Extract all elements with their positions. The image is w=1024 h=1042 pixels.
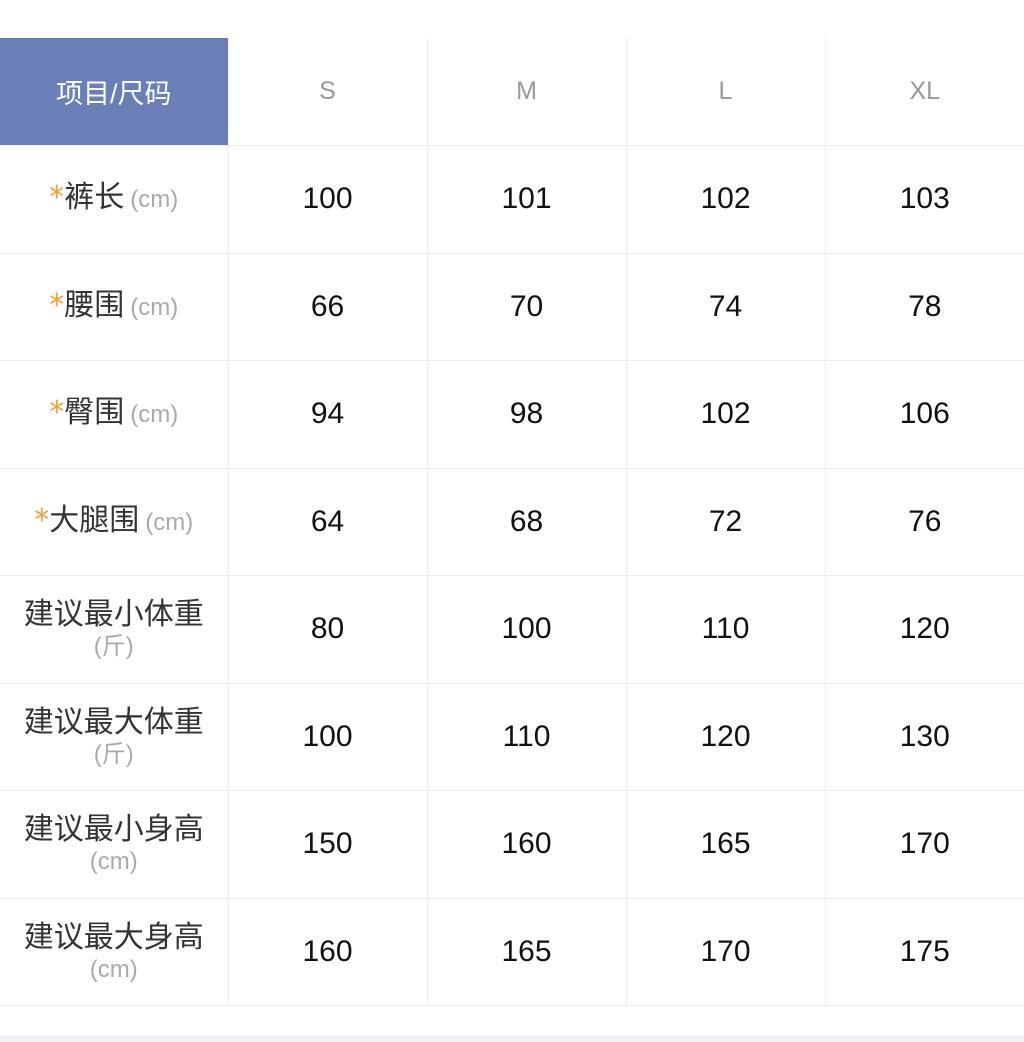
required-star: * xyxy=(49,287,65,323)
corner-header: 项目/尺码 xyxy=(0,38,228,146)
row-unit: (cm) xyxy=(89,848,138,876)
value-cell: 66 xyxy=(227,252,428,361)
value-cell: 165 xyxy=(625,790,826,899)
table-row: *腰围 (cm) 66 70 74 78 xyxy=(0,252,1024,361)
value-cell: 80 xyxy=(227,575,428,684)
required-star: * xyxy=(34,502,50,538)
row-label-text: 裤长 xyxy=(64,180,125,216)
row-unit: (斤) xyxy=(93,633,134,661)
table-row: 建议最大体重 (斤) 100 110 120 130 xyxy=(0,682,1024,791)
row-label-text: 大腿围 xyxy=(49,502,140,538)
size-chart-table: 项目/尺码 S M L XL *裤长 (cm) 100 101 102 103 *腰围 (cm… xyxy=(0,38,1024,1006)
value-cell: 110 xyxy=(426,682,627,791)
value-cell: 160 xyxy=(227,897,428,1006)
size-header-m: M xyxy=(426,38,627,146)
row-unit: (cm) xyxy=(145,508,194,536)
value-cell: 74 xyxy=(625,252,826,361)
value-cell: 101 xyxy=(426,145,627,254)
value-cell: 102 xyxy=(625,360,826,469)
header-row: 项目/尺码 S M L XL xyxy=(0,38,1024,146)
value-cell: 120 xyxy=(625,682,826,791)
value-cell: 68 xyxy=(426,467,627,576)
row-label-text: 建议最小体重 xyxy=(23,597,204,633)
value-cell: 94 xyxy=(227,360,428,469)
value-cell: 100 xyxy=(426,575,627,684)
value-cell: 98 xyxy=(426,360,627,469)
table-row: 建议最小身高 (cm) 150 160 165 170 xyxy=(0,790,1024,899)
footer-strip xyxy=(0,1035,1024,1042)
value-cell: 102 xyxy=(625,145,826,254)
value-cell: 165 xyxy=(426,897,627,1006)
value-cell: 100 xyxy=(227,145,428,254)
table-row: *大腿围 (cm) 64 68 72 76 xyxy=(0,467,1024,576)
size-header-xl: XL xyxy=(824,38,1024,146)
value-cell: 70 xyxy=(426,252,627,361)
value-cell: 110 xyxy=(625,575,826,684)
value-cell: 100 xyxy=(227,682,428,791)
value-cell: 130 xyxy=(824,682,1024,791)
size-header-l: L xyxy=(625,38,826,146)
value-cell: 120 xyxy=(824,575,1024,684)
table-row: *臀围 (cm) 94 98 102 106 xyxy=(0,360,1024,469)
row-label-text: 腰围 xyxy=(64,287,125,323)
row-label-text: 建议最大身高 xyxy=(23,919,204,955)
row-label-text: 建议最大体重 xyxy=(23,704,204,740)
row-unit: (cm) xyxy=(130,293,179,321)
value-cell: 72 xyxy=(625,467,826,576)
row-unit: (cm) xyxy=(89,955,138,983)
required-star: * xyxy=(49,180,65,216)
row-label: *裤长 (cm) xyxy=(0,145,229,254)
row-label: 建议最大体重 (斤) xyxy=(0,682,229,791)
row-label-text: 建议最小身高 xyxy=(23,812,204,848)
table-row: *裤长 (cm) 100 101 102 103 xyxy=(0,145,1024,254)
value-cell: 170 xyxy=(625,897,826,1006)
value-cell: 78 xyxy=(824,252,1024,361)
row-unit: (斤) xyxy=(93,740,134,768)
value-cell: 76 xyxy=(824,467,1024,576)
row-unit: (cm) xyxy=(130,401,179,429)
value-cell: 170 xyxy=(824,790,1024,899)
value-cell: 103 xyxy=(824,145,1024,254)
table-row: 建议最小体重 (斤) 80 100 110 120 xyxy=(0,575,1024,684)
row-label: 建议最小身高 (cm) xyxy=(0,790,229,899)
value-cell: 106 xyxy=(824,360,1024,469)
row-label: 建议最小体重 (斤) xyxy=(0,575,229,684)
table-row: 建议最大身高 (cm) 160 165 170 175 xyxy=(0,897,1024,1006)
size-header-s: S xyxy=(227,38,428,146)
value-cell: 175 xyxy=(824,897,1024,1006)
row-unit: (cm) xyxy=(130,186,179,214)
required-star: * xyxy=(49,395,65,431)
row-label: *臀围 (cm) xyxy=(0,360,229,469)
row-label: *腰围 (cm) xyxy=(0,252,229,361)
value-cell: 150 xyxy=(227,790,428,899)
row-label: *大腿围 (cm) xyxy=(0,467,229,576)
row-label-text: 臀围 xyxy=(64,395,125,431)
value-cell: 160 xyxy=(426,790,627,899)
row-label: 建议最大身高 (cm) xyxy=(0,897,229,1006)
value-cell: 64 xyxy=(227,467,428,576)
